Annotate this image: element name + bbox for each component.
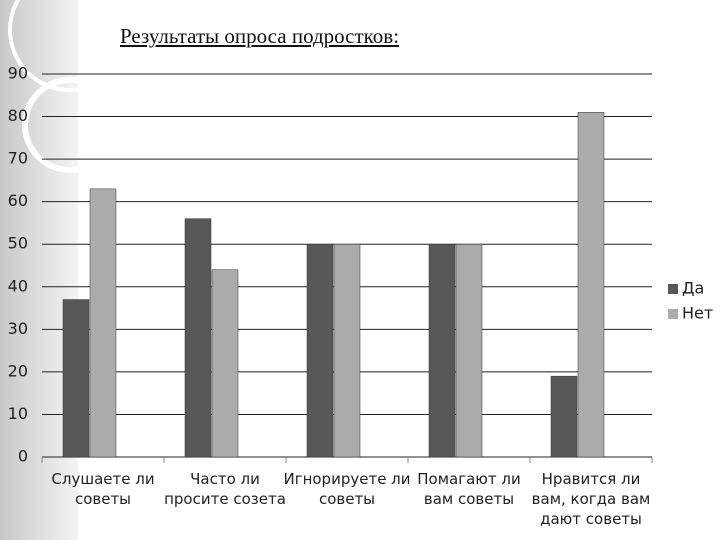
bar (89, 188, 117, 458)
y-tick-label: 30 (8, 319, 28, 338)
bar (211, 269, 239, 458)
y-tick-label: 60 (8, 191, 28, 210)
decor-circle (8, 0, 132, 92)
legend-label: Да (682, 279, 704, 298)
x-tick-label: Игнорируете ли советы (283, 470, 411, 508)
x-tick-label: Слушаете ли советы (51, 470, 155, 508)
decor-circle (22, 77, 118, 173)
bar (455, 243, 483, 458)
legend-swatch (668, 284, 678, 294)
x-tick-label: Помагают ли вам советы (417, 470, 521, 508)
x-tick-label: Часто ли просите созета (164, 470, 286, 508)
y-tick-label: 80 (8, 106, 28, 125)
y-tick-label: 90 (8, 64, 28, 83)
bar (184, 218, 212, 458)
bar (577, 112, 605, 458)
bar (306, 243, 334, 458)
bar (62, 299, 90, 458)
chart-title: Результаты опроса подростков: (120, 24, 400, 48)
y-tick-label: 10 (8, 404, 28, 423)
x-tick-label: Нравится ли вам, когда вам дают советы (531, 470, 651, 528)
bar (333, 243, 361, 458)
legend-label: Нет (682, 304, 713, 323)
bar (428, 243, 456, 458)
y-tick-label: 50 (8, 234, 28, 253)
y-tick-label: 40 (8, 276, 28, 295)
bar (550, 375, 578, 458)
y-tick-label: 20 (8, 361, 28, 380)
y-tick-label: 70 (8, 149, 28, 168)
y-tick-label: 0 (18, 447, 28, 466)
legend-swatch (668, 309, 678, 319)
